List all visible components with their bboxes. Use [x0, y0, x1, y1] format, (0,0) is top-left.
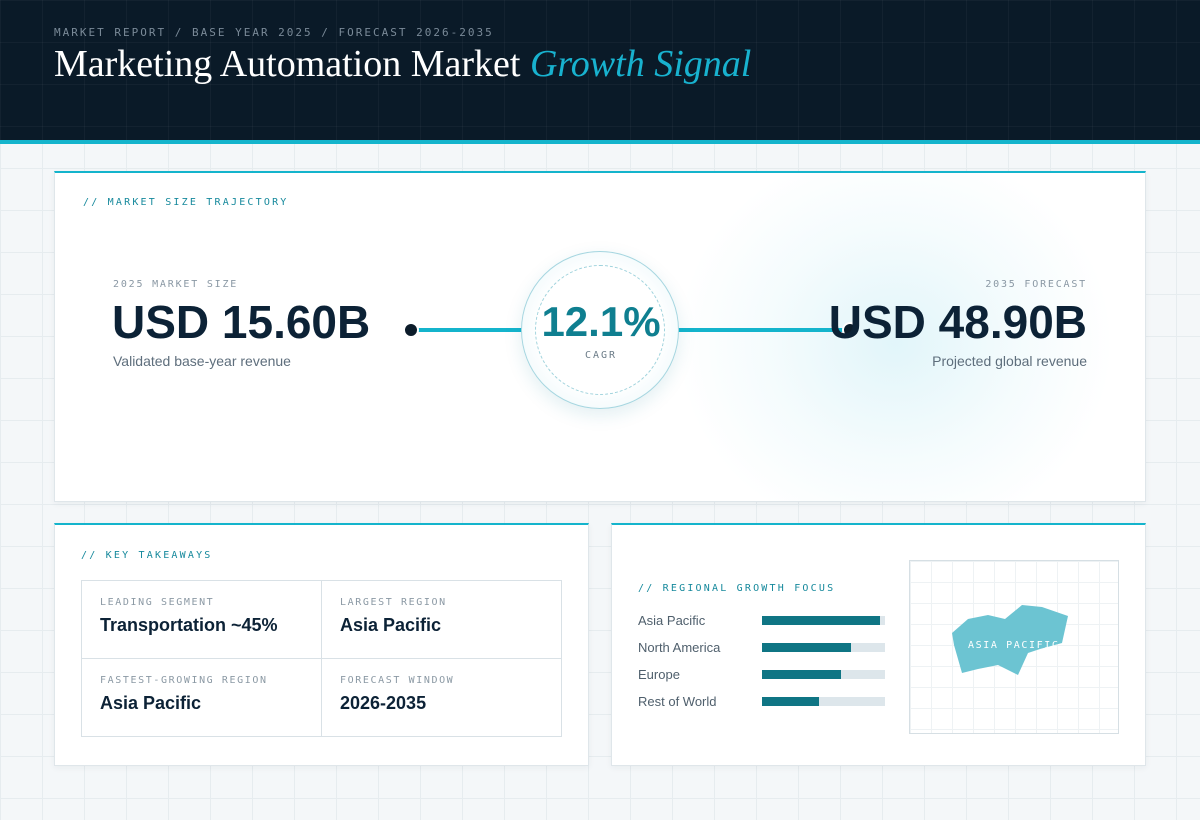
region-bar-row: Asia Pacific — [638, 613, 888, 628]
takeaways-grid: LEADING SEGMENT Transportation ~45% LARG… — [81, 580, 562, 737]
regional-growth-card: // REGIONAL GROWTH FOCUS Asia Pacific Nor… — [611, 523, 1146, 766]
region-bar-label: Europe — [638, 667, 680, 682]
region-bar-label: Asia Pacific — [638, 613, 706, 628]
region-bar-fill — [762, 697, 819, 706]
takeaway-value: Asia Pacific — [340, 615, 442, 635]
end-metric-value: USD 48.90B — [828, 296, 1087, 348]
region-bar-row: Europe — [638, 667, 888, 682]
title-accent: Growth Signal — [529, 43, 752, 85]
region-bar-track — [762, 670, 885, 679]
regional-section-label: // REGIONAL GROWTH FOCUS — [638, 583, 836, 594]
region-bar-fill — [762, 670, 841, 679]
key-takeaways-card: // KEY TAKEAWAYS LEADING SEGMENT Transpo… — [54, 523, 589, 766]
market-size-trajectory-card: // MARKET SIZE TRAJECTORY 2025 MARKET SI… — [54, 171, 1146, 502]
region-bar-track — [762, 616, 885, 625]
takeaway-value: Transportation ~45% — [100, 615, 278, 635]
region-map: ASIA PACIFIC — [909, 560, 1119, 734]
takeaway-forecast-window: FORECAST WINDOW 2026-2035 — [321, 658, 561, 736]
page-title: Marketing Automation Market Growth Signa… — [54, 42, 751, 86]
region-bar-fill — [762, 643, 851, 652]
takeaway-fastest-growing-region: FASTEST-GROWING REGION Asia Pacific — [82, 658, 322, 736]
end-point-dot — [842, 322, 858, 338]
start-metric-subtitle: Validated base-year revenue — [113, 353, 291, 369]
map-region-label: ASIA PACIFIC — [968, 640, 1060, 651]
asia-pacific-region — [952, 605, 1068, 675]
takeaway-label: LARGEST REGION — [340, 597, 447, 608]
report-header: MARKET REPORT / BASE YEAR 2025 / FORECAS… — [0, 0, 1200, 144]
report-eyebrow: MARKET REPORT / BASE YEAR 2025 / FORECAS… — [54, 26, 494, 39]
background-glow — [675, 173, 1115, 501]
start-metric-value: USD 15.60B — [112, 296, 371, 348]
takeaway-leading-segment: LEADING SEGMENT Transportation ~45% — [82, 581, 322, 659]
takeaways-section-label: // KEY TAKEAWAYS — [81, 550, 213, 561]
cagr-label: CAGR — [584, 350, 618, 361]
takeaway-label: FASTEST-GROWING REGION — [100, 675, 268, 686]
takeaway-value: 2026-2035 — [340, 693, 427, 713]
trajectory-section-label: // MARKET SIZE TRAJECTORY — [83, 197, 289, 208]
region-bar-fill — [762, 616, 880, 625]
takeaway-largest-region: LARGEST REGION Asia Pacific — [321, 581, 561, 659]
takeaway-label: LEADING SEGMENT — [100, 597, 215, 608]
region-bar-row: North America — [638, 640, 888, 655]
takeaway-value: Asia Pacific — [100, 693, 202, 713]
cagr-value: 12.1% — [541, 298, 661, 345]
cagr-badge: 12.1% CAGR — [521, 251, 679, 409]
region-bar-track — [762, 643, 885, 652]
region-bar-label: Rest of World — [638, 694, 717, 709]
end-metric-label: 2035 FORECAST — [985, 279, 1087, 290]
region-bar-row: Rest of World — [638, 694, 888, 709]
cagr-inner-ring: 12.1% CAGR — [535, 265, 665, 395]
region-bar-track — [762, 697, 885, 706]
start-metric-label: 2025 MARKET SIZE — [113, 279, 239, 290]
takeaway-label: FORECAST WINDOW — [340, 675, 455, 686]
title-main: Marketing Automation Market — [54, 43, 521, 85]
end-metric-subtitle: Projected global revenue — [932, 353, 1087, 369]
asia-pacific-map-shape — [952, 605, 1068, 675]
region-bar-label: North America — [638, 640, 721, 655]
start-point-dot — [403, 322, 419, 338]
